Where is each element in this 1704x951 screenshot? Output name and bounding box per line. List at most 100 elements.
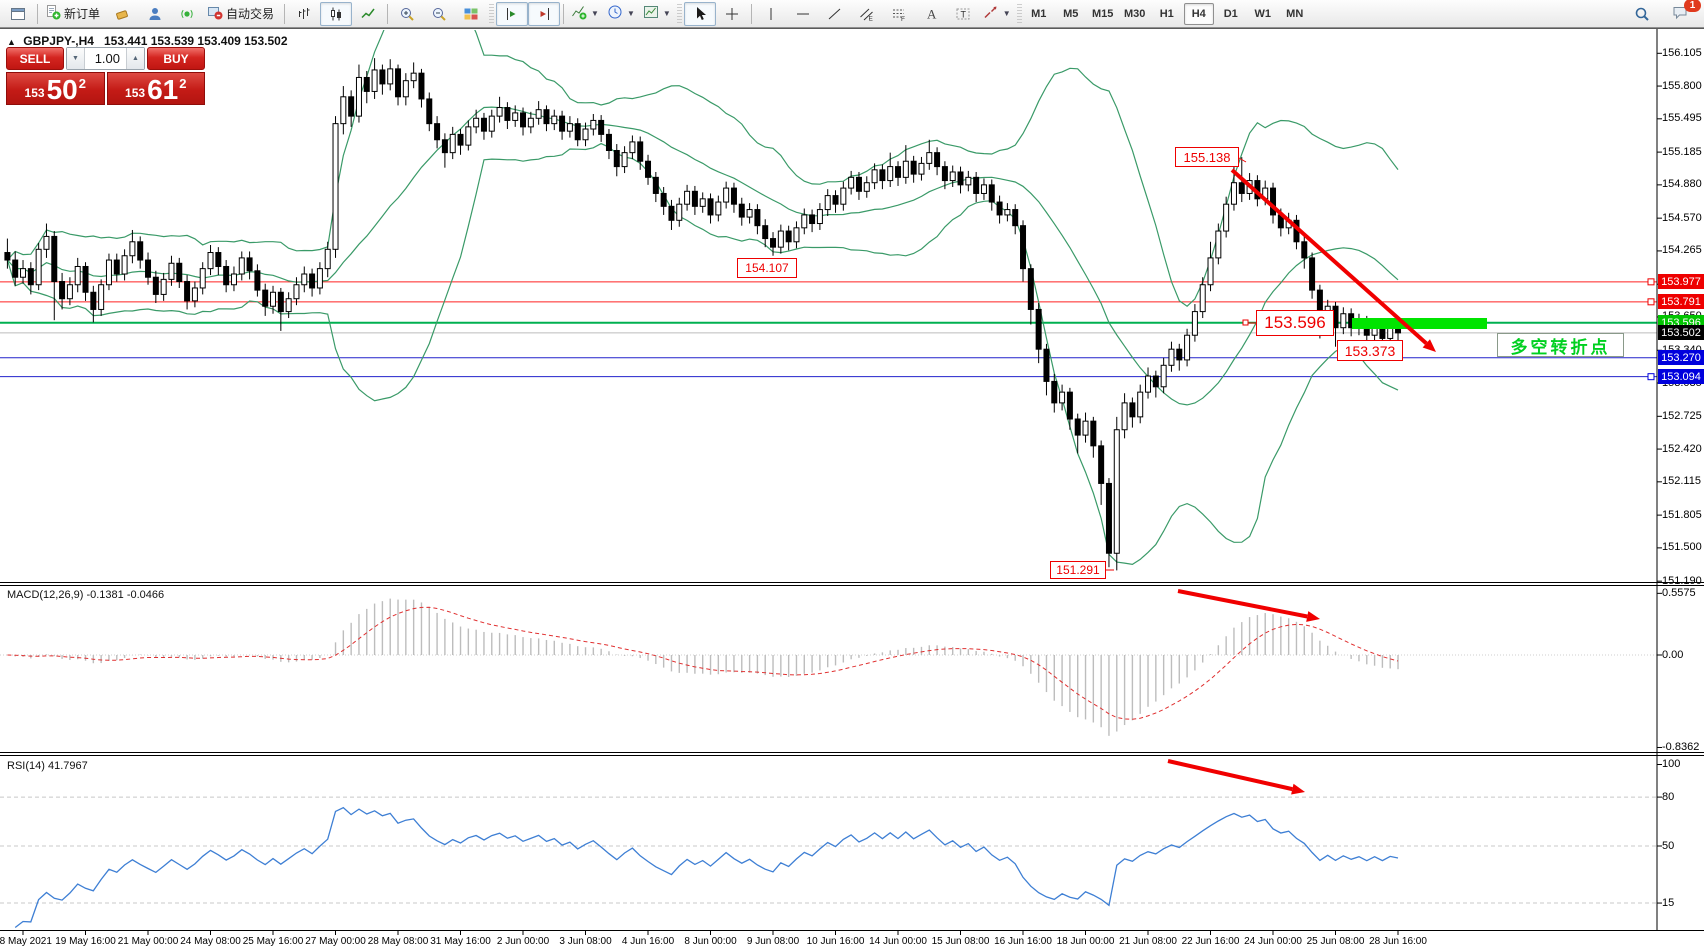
price-annotation[interactable]: 155.138 [1175, 147, 1239, 167]
price-annotation[interactable]: 153.596 [1256, 310, 1334, 336]
eraser-button[interactable] [107, 2, 139, 26]
buy-quote[interactable]: 153 61 2 [106, 72, 205, 105]
time-tick: 24 Jun 00:00 [1244, 936, 1302, 947]
indicators-button[interactable]: ▼ [567, 2, 603, 26]
price-annotation[interactable]: 153.373 [1337, 340, 1403, 361]
price-tick: 151.190 [1662, 574, 1702, 587]
cursor-button[interactable] [683, 1, 716, 26]
time-tick: 31 May 16:00 [430, 936, 491, 947]
price-tick: 151.805 [1662, 508, 1702, 521]
arrows-button[interactable]: ▼ [979, 2, 1015, 26]
time-tick: 2 Jun 00:00 [496, 936, 550, 947]
volume-increase-button[interactable]: ▲ [126, 48, 144, 69]
timeframe-MN[interactable]: MN [1286, 7, 1304, 20]
toolbar-grip [1016, 3, 1022, 24]
arrows-icon [983, 4, 999, 23]
rsi-tick: 80 [1662, 790, 1675, 803]
candlestick-chart-button[interactable] [320, 1, 353, 26]
svg-text:E: E [868, 15, 873, 22]
timeframe-W1[interactable]: W1 [1254, 7, 1271, 20]
channel-button[interactable]: E [851, 2, 883, 26]
fibonacci-button[interactable]: F [883, 2, 915, 26]
separator [387, 3, 389, 24]
rsi-tick: 15 [1662, 896, 1675, 909]
macd-tick: 0.00 [1662, 648, 1684, 661]
community-button[interactable] [139, 2, 171, 26]
auto-scroll-button[interactable] [496, 1, 529, 26]
svg-text:A: A [927, 6, 937, 21]
indicators-icon [571, 4, 587, 23]
chart-shift-button[interactable] [528, 1, 561, 26]
window-icon[interactable] [2, 2, 34, 26]
price-tick: 154.265 [1662, 244, 1702, 257]
buy-price-big: 61 [147, 74, 179, 105]
timeframe-H4[interactable]: H4 [1183, 2, 1214, 25]
time-tick: 21 May 00:00 [117, 936, 179, 947]
zoom-in-button[interactable] [391, 2, 423, 26]
line-chart-button[interactable] [352, 2, 384, 26]
vertical-line-button[interactable] [755, 2, 787, 26]
horizontal-line-button[interactable] [787, 2, 819, 26]
panel-divider[interactable] [0, 585, 1704, 586]
toolbar: 新订单 自动交易 ▼ ▼ ▼ E F A T ▼ M1 M5 M15 M30 H1 H4 D… [0, 0, 1704, 29]
toolbar-grip [489, 3, 495, 24]
price-tick: 155.800 [1662, 79, 1702, 92]
new-order-button[interactable]: 新订单 [41, 2, 107, 26]
timeframe-H1[interactable]: H1 [1159, 7, 1174, 20]
signals-button[interactable] [171, 2, 203, 26]
time-tick: 28 Jun 16:00 [1369, 936, 1427, 947]
panel-divider[interactable] [0, 752, 1704, 753]
new-order-icon [45, 4, 61, 23]
sell-quote[interactable]: 153 50 2 [6, 72, 105, 105]
collapse-triangle-icon[interactable]: ▲ [7, 37, 16, 47]
time-tick: 25 May 16:00 [242, 936, 304, 947]
price-label: 153.502 [1658, 325, 1704, 341]
bar-chart-button[interactable] [288, 2, 320, 26]
timeframe-M15[interactable]: M15 [1092, 7, 1114, 20]
chat-button[interactable]: 1 [1664, 0, 1701, 26]
buy-price-sup: 2 [179, 76, 187, 91]
periods-button[interactable]: ▼ [603, 2, 639, 26]
panel-divider[interactable] [0, 755, 1704, 756]
timeframe-D1[interactable]: D1 [1223, 7, 1238, 20]
zoom-out-button[interactable] [423, 2, 455, 26]
timeframe-M1[interactable]: M1 [1031, 7, 1047, 20]
trendline-button[interactable] [819, 2, 851, 26]
timeframe-group: M1 M5 M15 M30 H1 H4 D1 W1 MN [1024, 2, 1310, 25]
volume-value[interactable]: 1.00 [94, 51, 120, 66]
price-annotation[interactable]: 151.291 [1050, 561, 1106, 579]
chart-frame [22, 29, 1662, 935]
text-label-button[interactable]: T [947, 2, 979, 26]
sell-button[interactable]: SELL [6, 47, 64, 70]
macd-label: MACD(12,26,9) -0.1381 -0.0466 [7, 589, 165, 601]
timeframe-M30[interactable]: M30 [1124, 7, 1146, 20]
auto-trading-button[interactable]: 自动交易 [203, 2, 281, 26]
svg-text:F: F [901, 16, 905, 22]
search-button[interactable] [1626, 2, 1658, 26]
rsi-tick: 100 [1662, 758, 1681, 770]
timeframe-M5[interactable]: M5 [1063, 7, 1079, 20]
turning-point-note[interactable]: 多空转折点 [1497, 333, 1624, 357]
volume-decrease-button[interactable]: ▼ [67, 48, 85, 69]
chart-objects [1106, 157, 1655, 795]
time-tick: 18 May 2021 [0, 936, 52, 947]
price-annotation[interactable]: 154.107 [737, 258, 797, 278]
buy-price-small: 153 [125, 86, 146, 100]
clock-icon [607, 4, 623, 23]
time-tick: 14 Jun 00:00 [869, 936, 927, 947]
panel-divider[interactable] [0, 582, 1704, 583]
symbol-ohlc-line[interactable]: ▲ GBPJPY-,H4 153.441 153.539 153.409 153… [7, 34, 288, 48]
price-tick: 152.725 [1662, 409, 1702, 422]
volume-stepper[interactable]: ▼ 1.00 ▲ [66, 47, 145, 70]
buy-button[interactable]: BUY [147, 47, 205, 70]
macd-plot [0, 598, 1657, 736]
auto-trading-label: 自动交易 [226, 7, 275, 21]
price-tick: 152.115 [1662, 475, 1701, 488]
tile-windows-button[interactable] [455, 2, 487, 26]
toolbar-grip [676, 3, 682, 24]
templates-button[interactable]: ▼ [639, 2, 675, 26]
crosshair-button[interactable] [716, 2, 748, 26]
svg-text:T: T [960, 9, 966, 19]
text-button[interactable]: A [915, 2, 947, 26]
